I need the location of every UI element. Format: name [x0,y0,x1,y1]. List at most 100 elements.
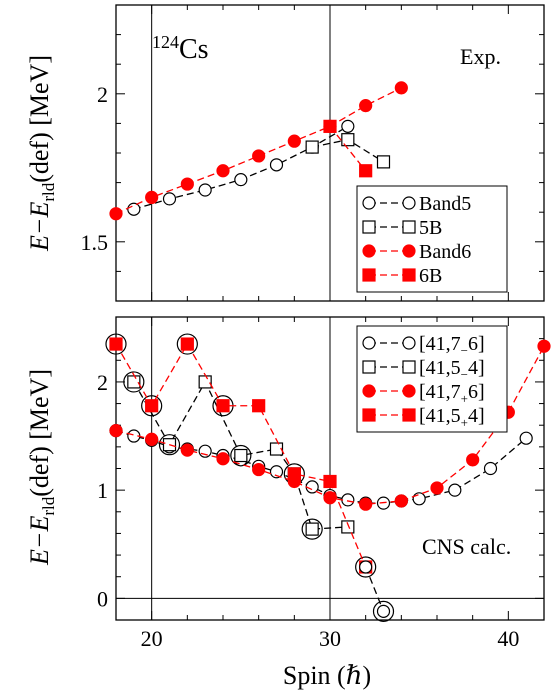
data-point [323,119,337,133]
legend-marker [402,360,416,374]
highlight-ring [105,333,127,355]
nucleus-symbol: Cs [179,34,209,65]
legend-marker [402,220,416,234]
data-point [127,375,141,389]
legend-marker [402,408,416,422]
data-point [198,183,212,197]
series-line-2 [115,87,402,215]
legend-marker [402,196,416,210]
series-line-3 [329,125,367,172]
data-point [216,399,230,413]
legend-label: 6B [419,265,442,287]
legend-label: [41,7+6] [419,381,485,406]
data-point [305,522,319,536]
data-point [145,432,159,446]
data-point [180,443,194,457]
data-point [359,497,373,511]
highlight-ring [301,518,323,540]
data-point [287,134,301,148]
data-point [359,164,373,178]
data-point [394,494,408,508]
series-line-1 [133,380,348,530]
data-point [376,604,391,618]
legend-marker [362,244,376,258]
data-point [483,461,498,476]
panel-calculation-ylabel: E−Erld(def) [MeV] [25,369,58,566]
data-point [305,140,319,154]
data-point [448,483,462,497]
panel-experiment: 124Cs Exp. E−Erld(def) [MeV] [25,4,545,302]
legend-marker [402,384,416,398]
legend-label: [41,5−4] [419,357,485,382]
data-point [466,453,480,467]
data-point [234,173,248,187]
y-tick-label: 0 [97,586,108,611]
data-point [394,81,408,95]
legend-marker [402,336,416,350]
data-point [234,448,248,463]
y-tick-label: 1.5 [81,230,109,255]
legend-label: [41,5+4] [419,405,485,430]
highlight-ring [158,434,181,456]
legend-marker [402,268,416,282]
data-point [341,119,355,133]
data-point [412,492,426,506]
data-point [145,190,159,204]
data-point [127,202,141,216]
highlight-ring [355,556,377,578]
legend-marker [362,220,376,234]
data-point [216,452,230,466]
data-point [109,207,123,221]
data-point [198,375,212,389]
legend-marker [362,196,376,210]
data-point [323,491,337,505]
legend-box [356,185,508,293]
data-point [359,560,373,574]
data-point [162,192,177,206]
x-tick-label: 30 [319,626,341,651]
legend-marker [402,244,416,258]
x-tick-label: 20 [141,626,163,651]
data-point [376,155,391,169]
data-point [359,99,373,113]
legend-label: Band5 [419,193,471,215]
data-point [537,339,551,353]
nucleus-mass: 124 [152,32,179,52]
legend-marker [362,384,376,398]
legend-marker [362,360,376,374]
legend-label: [41,7−6] [419,333,485,358]
data-point [430,481,444,495]
data-point [109,337,123,351]
data-point [269,158,284,172]
legend-marker [362,336,376,350]
data-point [287,467,301,481]
data-point [145,399,159,413]
nucleus-label: 124Cs [152,32,209,65]
highlight-ring [176,333,198,355]
data-point [341,493,355,507]
panel-calculation-marks: 20 30 40 0 1 2 [41,7−6][41,5−4][41,7+6][41,5+4… [97,316,551,651]
y-tick-label: 2 [97,370,108,395]
legend-marker [362,268,376,282]
data-point [323,474,337,489]
data-point [252,462,266,477]
data-point [269,442,284,456]
data-point [216,164,230,178]
data-point [269,465,284,479]
legend-label: Band6 [419,241,471,263]
panel-experiment-annotation: Exp. [460,44,501,69]
legend-box [356,325,508,433]
highlight-ring [141,395,163,417]
legend-label: 5B [419,217,442,239]
x-axis-label: Spin (ℏ) [283,661,371,690]
highlight-ring [123,371,145,393]
data-point [180,177,194,191]
data-point [198,444,212,458]
series-line-4 [365,566,385,612]
y-tick-label: 1 [97,478,108,503]
panel-experiment-ylabel: E−Erld(def) [MeV] [25,55,58,252]
data-point [180,337,194,351]
data-point [341,133,355,147]
